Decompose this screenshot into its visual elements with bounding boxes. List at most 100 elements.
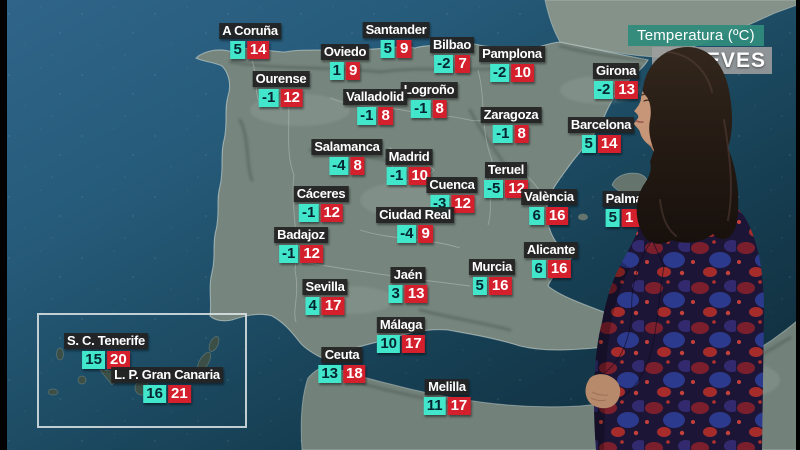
city-name: Santander: [362, 22, 430, 38]
temperature-values: 6 16: [521, 207, 577, 225]
temperature-values: -2 13: [593, 81, 639, 99]
presenter-hand-finger-lines: [590, 391, 609, 402]
right-black-bar: [796, 0, 800, 450]
city-name: Zaragoza: [480, 107, 542, 123]
max-temp-badge: 12: [280, 89, 304, 107]
temperature-values: -1 8: [401, 100, 458, 118]
temperature-values: 11 17: [423, 397, 471, 415]
city-label-group: A Coruña 5 14: [219, 22, 281, 59]
temperature-values: -2 7: [430, 55, 474, 73]
max-temp-badge: 10: [511, 64, 535, 82]
temperature-values: 5 14: [568, 135, 634, 153]
temperature-values: -5 12: [483, 180, 529, 198]
min-temp-badge: 16: [143, 385, 166, 403]
city-label-group: Alicante 6 16: [523, 241, 579, 278]
min-temp-badge: -1: [258, 89, 279, 107]
city-label-group: Jaén 3 13: [388, 266, 428, 303]
lanzarote-island: [208, 336, 220, 352]
min-temp-badge: -2: [489, 64, 510, 82]
city-name: Madrid: [385, 149, 433, 165]
city-name: Teruel: [484, 162, 528, 178]
city-name: Málaga: [376, 317, 426, 333]
city-name: Ourense: [252, 71, 310, 87]
city-name: Alicante: [523, 242, 579, 258]
max-temp-badge: 16: [545, 207, 569, 225]
min-temp-badge: 5: [230, 41, 245, 59]
max-temp-badge: 20: [106, 351, 130, 369]
city-label-group: S. C. Tenerife 15 20: [64, 332, 148, 369]
ibiza-island: [578, 213, 588, 221]
city-label-group: Sevilla 4 17: [302, 278, 348, 315]
city-name: Valladolid: [343, 89, 407, 105]
min-temp-badge: -1: [357, 107, 377, 125]
min-temp-badge: 5: [380, 40, 395, 58]
presenter-hair-highlights: [659, 51, 732, 237]
min-temp-badge: -2: [593, 81, 614, 99]
city-name: Pamplona: [479, 46, 545, 62]
max-temp-badge: 12: [451, 195, 475, 213]
city-label-group: Girona -2 13: [592, 62, 640, 99]
city-name: Ceuta: [321, 347, 363, 363]
min-temp-badge: -1: [386, 167, 407, 185]
temperature-values: -4 8: [311, 157, 382, 175]
city-name: Cáceres: [293, 186, 349, 202]
min-temp-badge: -4: [329, 157, 349, 175]
max-temp-badge: 8: [378, 107, 393, 125]
temperature-values: 5 16: [469, 277, 515, 295]
max-temp-badge: 14: [597, 135, 621, 153]
min-temp-badge: 10: [377, 335, 400, 353]
min-temp-badge: -1: [493, 125, 513, 143]
max-temp-badge: 9: [345, 62, 361, 80]
left-black-bar: [0, 0, 7, 450]
city-name: A Coruña: [219, 23, 281, 39]
min-temp-badge: 6: [529, 207, 544, 225]
city-label-group: L. P. Gran Canaria 16 21: [111, 366, 223, 403]
max-temp-badge: 17: [447, 397, 471, 415]
city-label-group: Salamanca -4 8: [311, 138, 383, 175]
min-temp-badge: 5: [472, 277, 487, 295]
la-palma-island: [56, 347, 64, 361]
min-temp-badge: 3: [388, 285, 403, 303]
max-temp-badge: 8: [432, 100, 447, 118]
temperature-values: 15 20: [64, 351, 148, 369]
max-temp-badge: 10: [408, 167, 432, 185]
max-temp-badge: 13: [404, 285, 428, 303]
city-label-group: Ceuta 13 18: [318, 346, 366, 383]
city-label-group: Murcia 5 16: [468, 258, 516, 295]
min-temp-badge: -4: [397, 225, 417, 243]
city-name: Murcia: [468, 259, 516, 275]
temperature-values: -4 9: [376, 225, 454, 243]
city-name: Ciudad Real: [376, 207, 454, 223]
max-temp-badge: 16: [547, 260, 571, 278]
max-temp-badge: 14: [246, 41, 270, 59]
temperature-values: -1 12: [253, 89, 310, 107]
max-temp-badge: 12: [300, 245, 324, 263]
min-temp-badge: 13: [318, 365, 341, 383]
temperature-values: 5 14: [219, 41, 281, 59]
city-label-group: Badajoz -1 12: [274, 226, 328, 263]
max-temp-badge: 17: [402, 335, 425, 353]
city-label-group: Ciudad Real -4 9: [376, 206, 454, 243]
city-name: València: [521, 189, 577, 205]
city-name: Bilbao: [430, 37, 474, 53]
min-temp-badge: 5: [605, 209, 620, 227]
city-label-group: Santander 5 9: [362, 21, 430, 58]
city-label-group: Cuenca -3 12: [426, 176, 478, 213]
min-temp-badge: 15: [82, 351, 105, 369]
canary-inset-box: [37, 313, 247, 428]
min-temp-badge: -1: [278, 245, 299, 263]
presenter-hair: [636, 47, 739, 244]
temperature-header-badge: Temperatura (ºC): [628, 25, 764, 46]
min-temp-badge: 5: [581, 135, 596, 153]
temperature-values: 3 13: [388, 285, 428, 303]
city-label-group: Madrid -1 10: [385, 148, 433, 185]
temperature-values: 6 16: [524, 260, 578, 278]
city-name: Logroño: [400, 82, 458, 98]
temperature-values: -1 8: [481, 125, 542, 143]
city-name: L. P. Gran Canaria: [111, 367, 223, 383]
max-temp-badge: 8: [350, 157, 365, 175]
temperature-values: -1 12: [294, 204, 349, 222]
